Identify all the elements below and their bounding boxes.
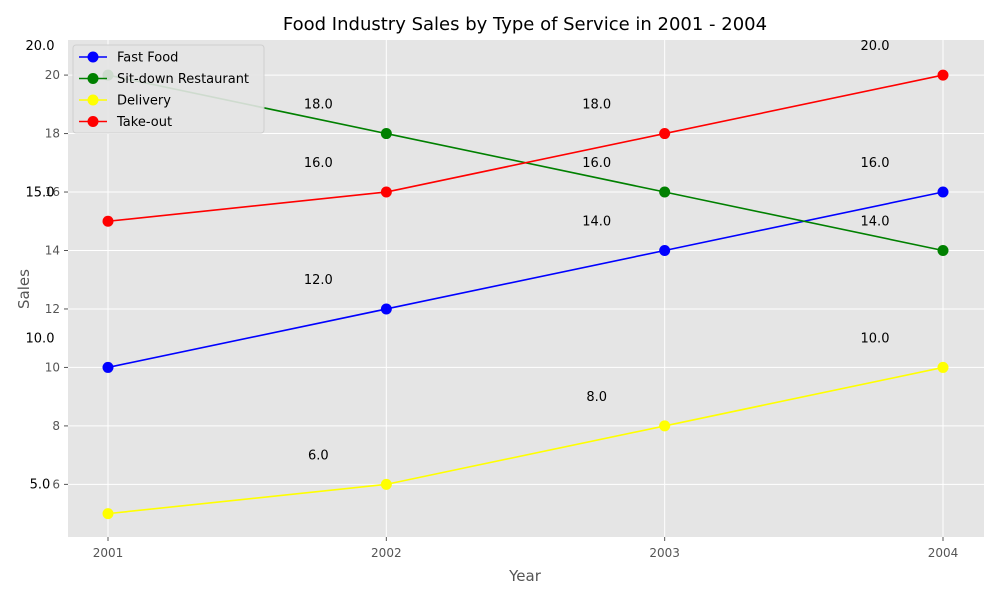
x-axis-label: Year (508, 567, 542, 585)
y-axis-ticks: 6 8 10 12 14 16 18 20 (45, 68, 68, 491)
data-point-fast-food (380, 303, 392, 315)
data-label: 8.0 (586, 390, 607, 405)
data-labels: 10.0 12.0 14.0 16.0 20.0 18.0 16.0 14.0 5.0 6.0 8.… (26, 39, 890, 493)
legend-swatch-marker (87, 73, 99, 84)
data-label: 20.0 (861, 39, 890, 54)
y-tick-label: 8 (52, 419, 60, 433)
legend-entry-label: Delivery (117, 94, 171, 109)
data-point-delivery (380, 478, 392, 490)
legend-swatch-marker (87, 94, 99, 106)
data-label: 12.0 (304, 273, 333, 288)
data-label: 16.0 (582, 156, 611, 171)
y-tick-label: 12 (45, 302, 60, 316)
legend-swatch-marker (87, 116, 99, 127)
x-tick-label: 2002 (371, 546, 402, 560)
y-tick-label: 6 (52, 477, 60, 491)
data-point-delivery (102, 508, 114, 520)
y-tick-label: 10 (45, 360, 60, 374)
data-label: 10.0 (26, 331, 55, 346)
data-point-take-out (659, 128, 671, 140)
chart-title: Food Industry Sales by Type of Service i… (283, 14, 767, 35)
data-point-fast-food (102, 361, 114, 373)
data-point-fast-food (659, 244, 671, 256)
data-label: 18.0 (582, 98, 611, 113)
legend-box (72, 44, 265, 134)
data-label: 16.0 (304, 156, 333, 171)
data-point-delivery (659, 420, 671, 432)
data-label: 16.0 (861, 156, 890, 171)
y-tick-label: 18 (45, 127, 60, 141)
legend-entry-label: Take-out (116, 115, 172, 130)
legend: Fast Food Sit-down Restaurant Delivery Take… (72, 44, 265, 134)
data-point-fast-food (937, 186, 949, 198)
data-point-sit-down-restaurant (380, 128, 392, 140)
data-label: 15.0 (26, 185, 55, 200)
y-tick-label: 14 (45, 243, 60, 257)
data-point-take-out (102, 215, 114, 227)
data-label: 20.0 (26, 39, 55, 54)
data-point-take-out (937, 69, 949, 81)
data-label: 14.0 (861, 214, 890, 229)
x-axis-ticks: 2001 2002 2003 2004 (93, 537, 959, 560)
y-axis-label: Sales (15, 269, 33, 309)
data-point-sit-down-restaurant (937, 244, 949, 256)
data-point-delivery (937, 361, 949, 373)
legend-entry-label: Sit-down Restaurant (117, 72, 249, 87)
data-label: 10.0 (861, 331, 890, 346)
series-line-delivery (107, 366, 944, 515)
data-label: 6.0 (308, 448, 329, 463)
x-tick-label: 2003 (649, 546, 680, 560)
x-tick-label: 2004 (928, 546, 959, 560)
data-label: 14.0 (582, 214, 611, 229)
series-line-take-out (107, 74, 944, 223)
data-point-take-out (380, 186, 392, 198)
x-tick-label: 2001 (93, 546, 124, 560)
data-point-sit-down-restaurant (659, 186, 671, 198)
data-label: 5.0 (30, 478, 51, 493)
legend-swatch-marker (87, 51, 99, 63)
y-tick-label: 20 (45, 68, 60, 82)
data-label: 18.0 (304, 98, 333, 113)
legend-entry-label: Fast Food (117, 51, 178, 66)
y-tick-label: 16 (45, 185, 60, 199)
